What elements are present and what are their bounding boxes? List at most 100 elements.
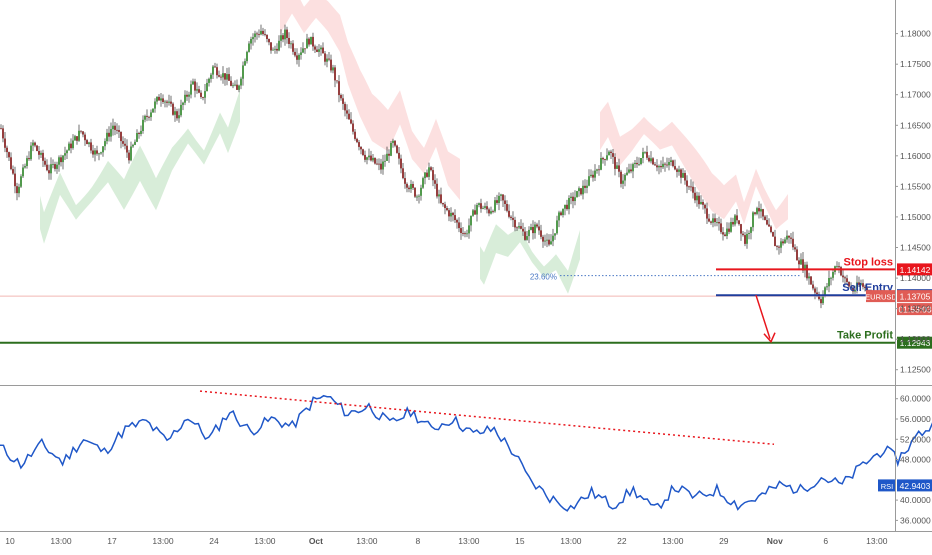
candle[interactable]	[790, 237, 792, 239]
candle[interactable]	[248, 43, 250, 52]
candle[interactable]	[274, 48, 276, 50]
candle[interactable]	[296, 55, 298, 60]
candle[interactable]	[128, 152, 130, 161]
candle[interactable]	[730, 222, 732, 232]
candle[interactable]	[364, 154, 366, 160]
candle[interactable]	[352, 123, 354, 132]
candle[interactable]	[338, 81, 340, 96]
candle[interactable]	[192, 81, 194, 85]
candle[interactable]	[476, 205, 478, 215]
candle[interactable]	[560, 212, 562, 215]
candle[interactable]	[50, 164, 52, 174]
candle[interactable]	[238, 85, 240, 90]
candle[interactable]	[78, 130, 80, 141]
candle[interactable]	[276, 48, 278, 51]
candle[interactable]	[504, 200, 506, 205]
candle[interactable]	[200, 92, 202, 97]
candle[interactable]	[392, 140, 394, 143]
candle[interactable]	[106, 132, 108, 142]
candle[interactable]	[12, 169, 14, 174]
candle[interactable]	[402, 168, 404, 179]
candle[interactable]	[454, 215, 456, 220]
candle[interactable]	[458, 222, 460, 229]
candle[interactable]	[692, 186, 694, 193]
candle[interactable]	[574, 197, 576, 201]
candle[interactable]	[618, 165, 620, 172]
candle[interactable]	[132, 144, 134, 147]
candle[interactable]	[308, 38, 310, 45]
candle[interactable]	[370, 155, 372, 161]
candle[interactable]	[636, 162, 638, 165]
candle[interactable]	[278, 40, 280, 51]
candle[interactable]	[60, 157, 62, 163]
candle[interactable]	[514, 219, 516, 228]
candle[interactable]	[82, 131, 84, 135]
candle[interactable]	[170, 101, 172, 104]
candle[interactable]	[744, 235, 746, 244]
candle[interactable]	[30, 145, 32, 160]
candle[interactable]	[32, 142, 34, 146]
candle[interactable]	[774, 236, 776, 247]
candle[interactable]	[134, 141, 136, 145]
candle[interactable]	[56, 164, 58, 169]
candle[interactable]	[616, 165, 618, 169]
candle[interactable]	[412, 184, 414, 188]
candle[interactable]	[768, 224, 770, 227]
candle[interactable]	[778, 246, 780, 248]
candle[interactable]	[256, 33, 258, 35]
candle[interactable]	[694, 192, 696, 201]
candle[interactable]	[330, 59, 332, 71]
candle[interactable]	[766, 220, 768, 225]
candle[interactable]	[110, 129, 112, 137]
candle[interactable]	[154, 101, 156, 109]
candle[interactable]	[812, 284, 814, 289]
candle[interactable]	[650, 158, 652, 162]
candle[interactable]	[452, 212, 454, 216]
candle[interactable]	[858, 282, 860, 285]
candle[interactable]	[798, 260, 800, 265]
candle[interactable]	[446, 208, 448, 211]
candle[interactable]	[286, 29, 288, 38]
candle[interactable]	[84, 134, 86, 141]
candle[interactable]	[28, 158, 30, 160]
candle[interactable]	[406, 183, 408, 188]
candle[interactable]	[368, 155, 370, 158]
candle[interactable]	[482, 207, 484, 209]
candle[interactable]	[146, 115, 148, 117]
candle[interactable]	[526, 236, 528, 240]
candle[interactable]	[756, 208, 758, 214]
candle[interactable]	[746, 233, 748, 244]
candle[interactable]	[838, 266, 840, 268]
candle[interactable]	[688, 186, 690, 188]
candle[interactable]	[116, 129, 118, 131]
candle[interactable]	[596, 169, 598, 171]
candle[interactable]	[788, 235, 790, 238]
candle[interactable]	[114, 125, 116, 130]
candle[interactable]	[448, 210, 450, 217]
candle[interactable]	[472, 210, 474, 216]
candle[interactable]	[430, 167, 432, 171]
candle[interactable]	[700, 202, 702, 205]
candle[interactable]	[88, 142, 90, 145]
price-axis[interactable]: 1.12500 1.13000 1.13500 1.14000 1.14500 1.150…	[0, 0, 932, 532]
candle[interactable]	[842, 275, 844, 278]
candle[interactable]	[422, 178, 424, 188]
candle[interactable]	[804, 264, 806, 271]
candle[interactable]	[570, 196, 572, 198]
candle[interactable]	[760, 209, 762, 212]
candle[interactable]	[160, 98, 162, 101]
candle[interactable]	[52, 164, 54, 165]
candle[interactable]	[844, 277, 846, 279]
candle[interactable]	[168, 101, 170, 103]
candle[interactable]	[470, 215, 472, 226]
candle[interactable]	[318, 49, 320, 52]
candle[interactable]	[658, 166, 660, 168]
candle[interactable]	[140, 130, 142, 134]
candle[interactable]	[42, 152, 44, 161]
candle[interactable]	[260, 30, 262, 35]
candle[interactable]	[344, 103, 346, 111]
candle[interactable]	[628, 169, 630, 173]
candle[interactable]	[342, 98, 344, 104]
candle[interactable]	[408, 187, 410, 190]
